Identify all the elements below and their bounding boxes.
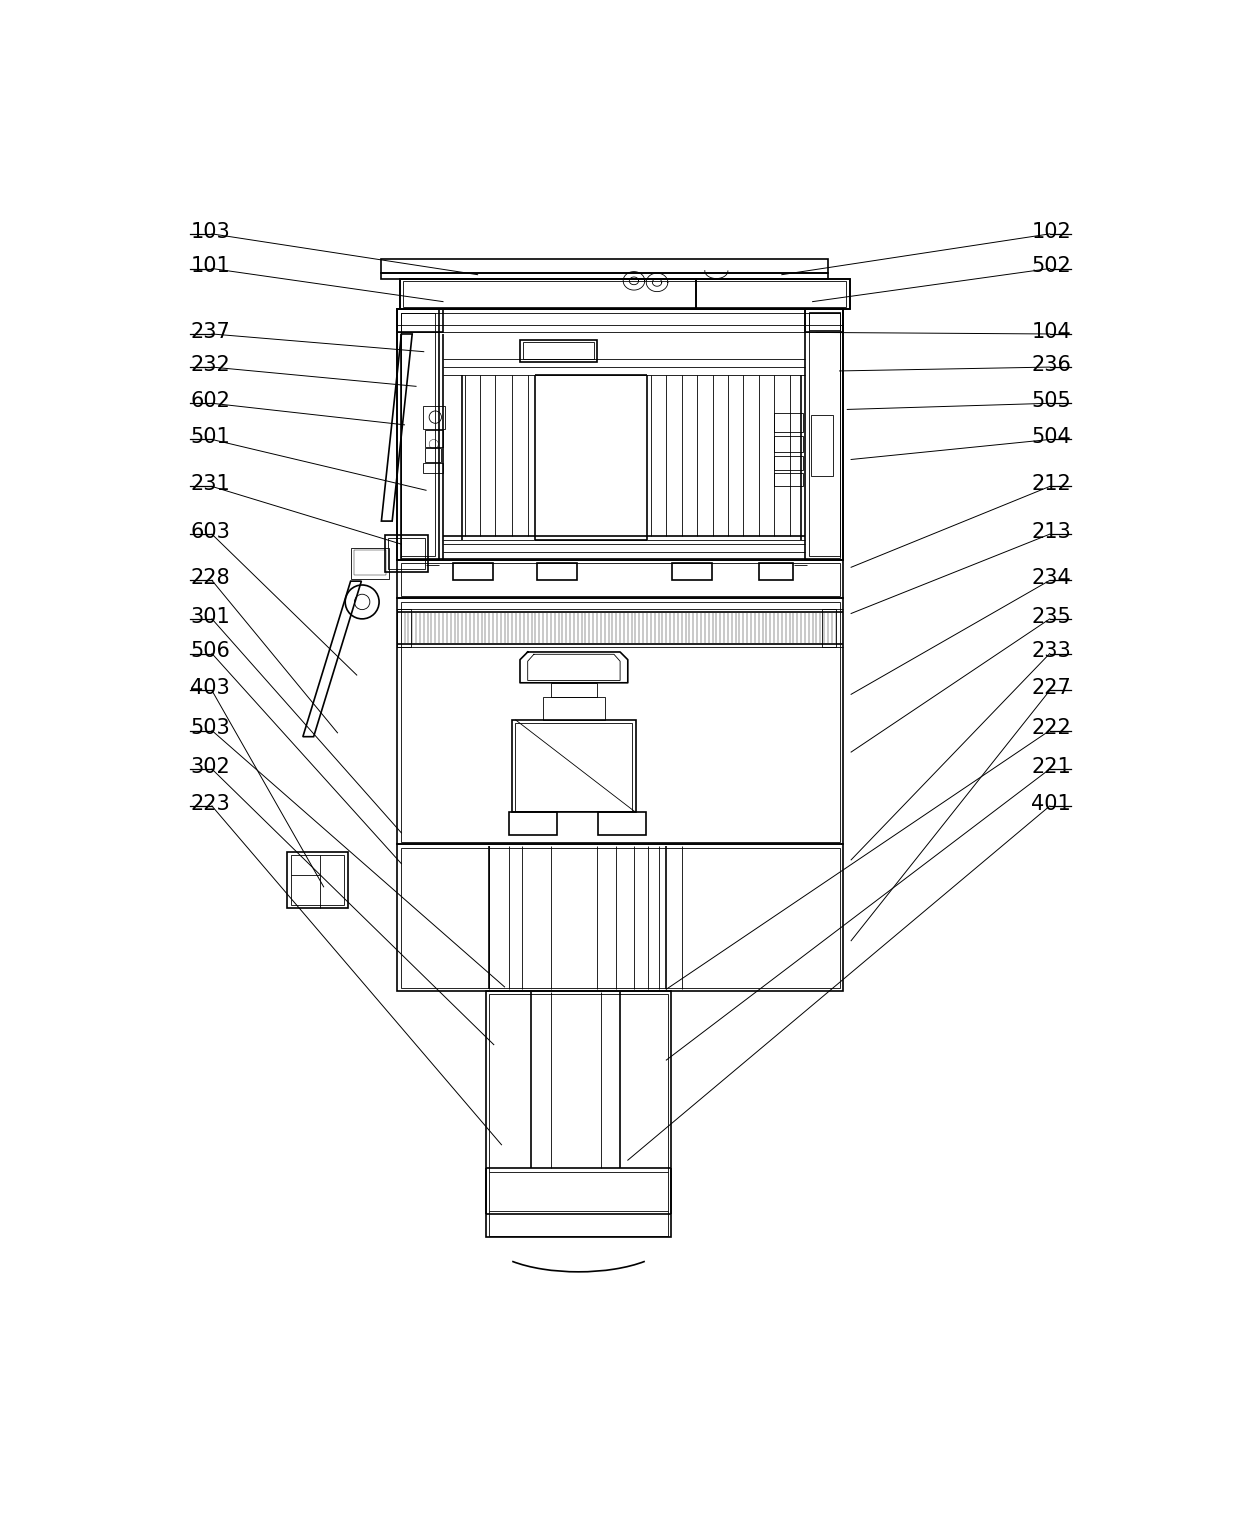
Bar — [759, 564, 794, 580]
Bar — [490, 993, 668, 1235]
Bar — [551, 682, 596, 697]
Bar — [516, 723, 632, 811]
Text: 403: 403 — [191, 677, 231, 699]
Bar — [811, 415, 832, 477]
Text: 506: 506 — [191, 641, 231, 661]
Bar — [425, 448, 440, 462]
Bar — [696, 278, 849, 310]
Bar — [512, 720, 635, 813]
Text: 104: 104 — [1032, 322, 1071, 342]
Text: 236: 236 — [1032, 355, 1071, 375]
Bar — [401, 313, 435, 556]
Text: 228: 228 — [191, 568, 231, 588]
Bar — [822, 609, 836, 647]
Text: 103: 103 — [191, 222, 231, 242]
Bar — [672, 564, 713, 580]
Bar — [805, 310, 843, 333]
Bar — [399, 278, 696, 310]
Bar — [397, 559, 843, 598]
Bar — [537, 564, 577, 580]
Bar — [401, 602, 839, 842]
Bar — [808, 313, 839, 556]
Text: 101: 101 — [191, 257, 231, 276]
Bar — [403, 281, 847, 307]
Bar — [397, 609, 410, 647]
Text: 602: 602 — [191, 390, 231, 412]
Bar — [774, 456, 804, 471]
Text: 502: 502 — [1032, 257, 1071, 276]
Text: 504: 504 — [1032, 427, 1071, 447]
Text: 237: 237 — [191, 322, 231, 342]
Bar — [382, 273, 828, 278]
Bar — [598, 813, 646, 835]
Bar — [774, 413, 804, 431]
Bar — [401, 564, 839, 595]
Bar — [520, 340, 596, 362]
Text: 234: 234 — [1032, 568, 1071, 588]
Text: 222: 222 — [1032, 718, 1071, 738]
Bar — [388, 538, 424, 568]
Text: 227: 227 — [1032, 677, 1071, 699]
Bar — [382, 260, 828, 273]
Text: 223: 223 — [191, 793, 231, 814]
Bar — [808, 311, 839, 330]
Bar — [424, 430, 443, 447]
Text: 221: 221 — [1032, 756, 1071, 776]
Bar — [401, 313, 839, 557]
Text: 301: 301 — [191, 606, 231, 626]
Text: 231: 231 — [191, 474, 231, 494]
Bar — [397, 310, 443, 333]
Bar — [288, 852, 347, 908]
Bar — [386, 535, 428, 571]
Bar — [523, 342, 594, 360]
Bar — [486, 990, 671, 1236]
Bar — [423, 406, 445, 428]
Text: 232: 232 — [191, 355, 231, 375]
Text: 302: 302 — [191, 756, 231, 776]
Text: 212: 212 — [1032, 474, 1071, 494]
Bar — [774, 474, 804, 486]
Bar — [351, 548, 389, 579]
Bar — [353, 550, 386, 576]
Text: 213: 213 — [1032, 523, 1071, 542]
Text: 603: 603 — [191, 523, 231, 542]
Bar — [397, 310, 843, 559]
Text: 233: 233 — [1032, 641, 1071, 661]
Bar — [423, 463, 443, 474]
Text: 503: 503 — [191, 718, 231, 738]
Bar — [401, 848, 839, 989]
Bar — [397, 310, 439, 559]
Text: 505: 505 — [1032, 390, 1071, 412]
Bar — [290, 855, 345, 904]
Text: 102: 102 — [1032, 222, 1071, 242]
Text: 401: 401 — [1032, 793, 1071, 814]
Text: 501: 501 — [191, 427, 231, 447]
Text: 235: 235 — [1032, 606, 1071, 626]
Bar — [543, 697, 605, 720]
Bar — [453, 564, 494, 580]
Bar — [510, 813, 557, 835]
Bar — [774, 436, 804, 451]
Bar — [397, 845, 843, 990]
Bar — [397, 598, 843, 845]
Bar — [805, 310, 843, 559]
Bar — [399, 278, 849, 310]
